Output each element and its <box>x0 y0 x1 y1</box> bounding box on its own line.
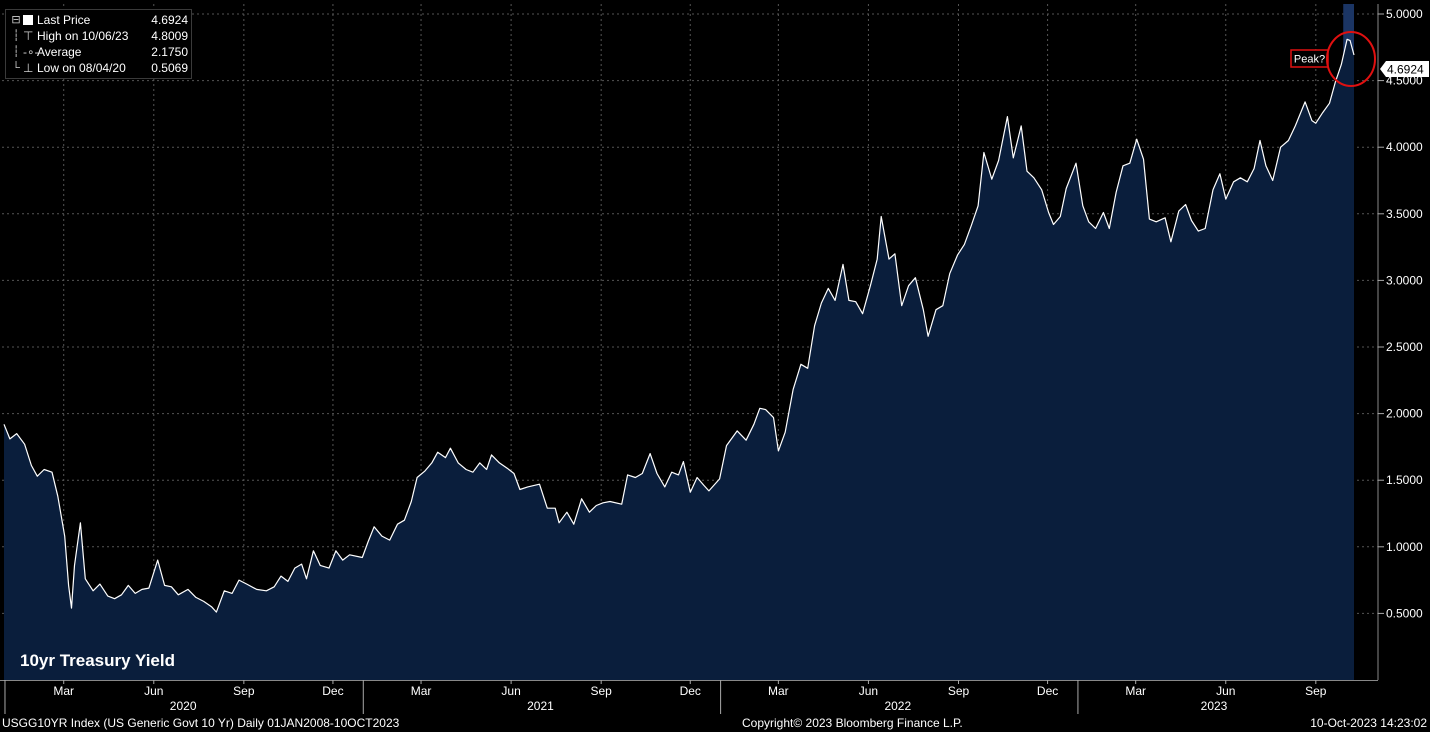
legend-low-value: 0.5069 <box>151 61 188 75</box>
footer-copyright: Copyright© 2023 Bloomberg Finance L.P. <box>742 716 963 730</box>
legend: ⊟ Last Price 4.6924 ┆ ⊤ High on 10/06/23… <box>5 9 192 79</box>
month-tick-label: Sep <box>233 684 255 698</box>
legend-last-price-label: Last Price <box>37 13 91 27</box>
chart-title: 10yr Treasury Yield <box>20 651 175 670</box>
month-tick-label: Dec <box>1037 684 1058 698</box>
month-tick-label: Dec <box>322 684 343 698</box>
legend-high-label: High on 10/06/23 <box>37 29 129 43</box>
year-tick-label: 2022 <box>884 699 911 713</box>
y-tick-label: 4.0000 <box>1386 140 1423 154</box>
legend-tree-branch-icon: ┆ <box>12 46 20 58</box>
legend-high-value: 4.8009 <box>151 29 188 43</box>
axis-layer <box>0 4 1379 681</box>
y-tick-label: 5.0000 <box>1386 7 1423 21</box>
legend-swatch <box>23 15 33 25</box>
yield-area <box>4 39 1354 681</box>
footer-security-info: USGG10YR Index (US Generic Govt 10 Yr) D… <box>2 716 400 730</box>
legend-average-label: Average <box>37 45 82 59</box>
legend-row-low: └ ⊥ Low on 08/04/20 0.5069 <box>6 60 191 76</box>
month-tick-label: Jun <box>144 684 163 698</box>
year-tick-label: 2021 <box>527 699 554 713</box>
footer-timestamp: 10-Oct-2023 14:23:02 <box>1310 716 1427 730</box>
month-tick-label: Mar <box>768 684 789 698</box>
month-tick-label: Sep <box>948 684 970 698</box>
month-tick-label: Jun <box>859 684 878 698</box>
y-tick-label: 2.5000 <box>1386 340 1423 354</box>
year-tick-label: 2023 <box>1201 699 1228 713</box>
last-price-tag-shape <box>1380 61 1429 77</box>
y-tick-label: 1.5000 <box>1386 473 1423 487</box>
month-tick-label: Jun <box>501 684 520 698</box>
y-tick-label: 3.5000 <box>1386 207 1423 221</box>
y-tick-label: 4.5000 <box>1386 74 1423 88</box>
year-tick-label: 2020 <box>170 699 197 713</box>
legend-last-price-value: 4.6924 <box>151 13 188 27</box>
last-price-tag: 4.6924 <box>1380 61 1429 77</box>
month-tick-label: Dec <box>680 684 701 698</box>
legend-tree-end-icon: └ <box>12 62 20 74</box>
month-tick-label: Sep <box>1305 684 1327 698</box>
x-tick-labels: Mar Jun Sep Dec Mar Jun Sep Dec Mar Jun Sep Dec Mar J… <box>4 680 1327 714</box>
y-tick-label: 2.0000 <box>1386 407 1423 421</box>
peak-annotation: Peak? <box>1290 31 1376 87</box>
month-tick-label: Jun <box>1216 684 1235 698</box>
legend-row-average: ┆ -∘- Average 2.1750 <box>6 44 191 60</box>
high-marker-icon: ⊤ <box>23 29 34 43</box>
last-price-tag-text: 4.6924 <box>1387 63 1424 77</box>
peak-circle <box>1326 31 1376 87</box>
legend-row-last-price: ⊟ Last Price 4.6924 <box>6 12 191 28</box>
y-tick-labels: 0.5000 1.0000 1.5000 2.0000 2.5000 3.0000 3.50… <box>1378 7 1423 620</box>
legend-collapse-icon[interactable]: ⊟ <box>11 14 21 26</box>
legend-tree-branch-icon: ┆ <box>12 30 20 42</box>
month-tick-label: Sep <box>590 684 612 698</box>
average-marker-icon: -∘- <box>23 45 39 59</box>
low-marker-icon: ⊥ <box>23 61 34 75</box>
month-tick-label: Mar <box>53 684 74 698</box>
legend-average-value: 2.1750 <box>151 45 188 59</box>
month-tick-label: Mar <box>1125 684 1146 698</box>
month-tick-label: Mar <box>411 684 432 698</box>
y-tick-label: 3.0000 <box>1386 273 1423 287</box>
legend-low-label: Low on 08/04/20 <box>37 61 126 75</box>
y-tick-label: 1.0000 <box>1386 540 1423 554</box>
legend-row-high: ┆ ⊤ High on 10/06/23 4.8009 <box>6 28 191 44</box>
peak-annotation-text: Peak? <box>1294 54 1325 66</box>
yield-line <box>3 38 1355 613</box>
y-tick-label: 0.5000 <box>1386 606 1423 620</box>
